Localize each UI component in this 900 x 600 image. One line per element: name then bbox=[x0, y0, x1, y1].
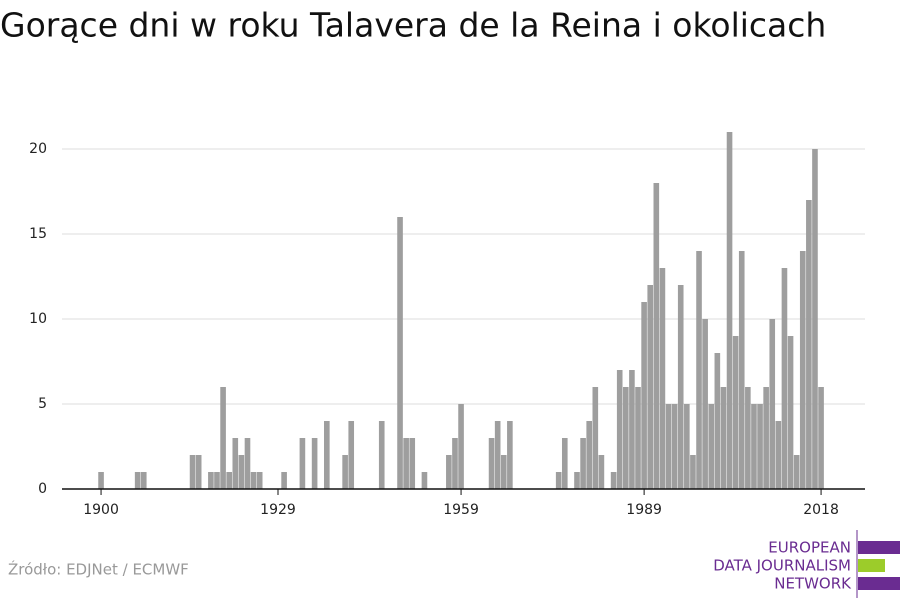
bar bbox=[220, 387, 226, 489]
bar bbox=[769, 319, 776, 489]
bar bbox=[500, 455, 507, 489]
x-tick-label: 2018 bbox=[803, 502, 839, 518]
bar bbox=[793, 455, 800, 489]
bar bbox=[214, 472, 220, 489]
y-tick-label: 20 bbox=[29, 141, 47, 157]
bar bbox=[226, 472, 232, 489]
bar bbox=[256, 472, 263, 489]
bar bbox=[726, 132, 733, 489]
bar bbox=[299, 438, 306, 489]
bar bbox=[378, 421, 385, 489]
logo-text: EUROPEAN bbox=[768, 539, 851, 557]
bar bbox=[397, 217, 403, 489]
bar bbox=[324, 421, 330, 489]
bar bbox=[818, 387, 824, 489]
bar bbox=[751, 404, 757, 489]
source: Źródło: EDJNet / ECMWF bbox=[8, 560, 189, 579]
bar bbox=[421, 472, 428, 489]
bar bbox=[574, 472, 580, 489]
bar bbox=[232, 438, 239, 489]
y-tick-label: 10 bbox=[29, 311, 47, 327]
bar bbox=[348, 421, 355, 489]
bar bbox=[580, 438, 586, 489]
bar bbox=[616, 370, 623, 489]
bar bbox=[610, 472, 617, 489]
bar bbox=[757, 404, 763, 489]
bar bbox=[592, 387, 599, 489]
bar bbox=[714, 353, 721, 489]
y-tick-label: 15 bbox=[29, 226, 47, 242]
bar bbox=[507, 421, 513, 489]
bar bbox=[659, 268, 666, 489]
bar bbox=[720, 387, 727, 489]
logo-bar bbox=[858, 559, 885, 572]
bar bbox=[787, 336, 794, 489]
bar bbox=[745, 387, 751, 489]
bar bbox=[647, 285, 654, 489]
logo-text: NETWORK bbox=[774, 575, 852, 593]
bar bbox=[281, 472, 287, 489]
bar bbox=[208, 472, 214, 489]
bar bbox=[781, 268, 788, 489]
bar bbox=[244, 438, 251, 489]
logo-bar bbox=[858, 541, 900, 554]
bar bbox=[250, 472, 257, 489]
y-tick-label: 0 bbox=[38, 481, 47, 497]
bar bbox=[775, 421, 782, 489]
bar bbox=[494, 421, 501, 489]
bar bbox=[732, 336, 739, 489]
bar bbox=[799, 251, 806, 489]
bar bbox=[665, 404, 672, 489]
bar bbox=[702, 319, 708, 489]
bar bbox=[488, 438, 495, 489]
bar bbox=[409, 438, 416, 489]
bar bbox=[635, 387, 641, 489]
bar bbox=[140, 472, 147, 489]
bar bbox=[555, 472, 562, 489]
logo-text: DATA JOURNALISM bbox=[713, 557, 851, 575]
bar bbox=[671, 404, 678, 489]
bar bbox=[690, 455, 696, 489]
bar bbox=[653, 183, 660, 489]
bar bbox=[446, 455, 452, 489]
bar bbox=[684, 404, 690, 489]
bar bbox=[458, 404, 464, 489]
bar bbox=[403, 438, 409, 489]
bar bbox=[452, 438, 458, 489]
bar bbox=[708, 404, 715, 489]
x-tick-label: 1929 bbox=[260, 502, 296, 518]
bar bbox=[586, 421, 593, 489]
bar bbox=[98, 472, 104, 489]
bar bbox=[812, 149, 818, 489]
bar bbox=[641, 302, 647, 489]
bar bbox=[342, 455, 348, 489]
bar bbox=[561, 438, 568, 489]
chart-title: Gorące dni w roku Talavera de la Reina i… bbox=[0, 6, 826, 45]
bar bbox=[738, 251, 745, 489]
bar bbox=[763, 387, 769, 489]
x-tick-label: 1959 bbox=[443, 502, 479, 518]
bar bbox=[696, 251, 702, 489]
bar bbox=[806, 200, 812, 489]
bar bbox=[238, 455, 245, 489]
bar bbox=[195, 455, 202, 489]
bar bbox=[134, 472, 141, 489]
x-tick-label: 1900 bbox=[83, 502, 119, 518]
bar bbox=[598, 455, 605, 489]
bar bbox=[311, 438, 318, 489]
y-tick-label: 5 bbox=[38, 396, 47, 412]
bar bbox=[677, 285, 684, 489]
bar bbox=[189, 455, 196, 489]
x-tick-label: 1989 bbox=[626, 502, 662, 518]
logo-bar bbox=[858, 577, 900, 590]
bar bbox=[623, 387, 629, 489]
bar bbox=[629, 370, 635, 489]
